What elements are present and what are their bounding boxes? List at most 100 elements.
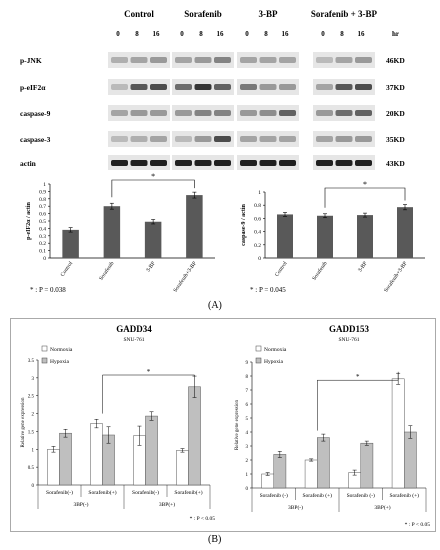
blot-band bbox=[175, 57, 192, 63]
x-tick-label: Sorafenib bbox=[98, 260, 116, 282]
panel-b-label: (B) bbox=[208, 534, 222, 545]
blot-band bbox=[175, 160, 192, 166]
panel-a-label: (A) bbox=[208, 300, 222, 311]
blot-band bbox=[259, 136, 277, 142]
blot-timepoint-label: 0 bbox=[321, 30, 325, 38]
blot-protein-label: actin bbox=[20, 159, 37, 168]
blot-band bbox=[279, 136, 296, 142]
blot-group-label: Control bbox=[124, 9, 154, 19]
bar bbox=[144, 221, 162, 258]
blot-band bbox=[130, 57, 148, 63]
blot-band bbox=[355, 136, 372, 142]
x-tick-label: Control bbox=[274, 260, 289, 278]
y-tick-label: 5 bbox=[246, 417, 249, 422]
chart-title: GADD34 bbox=[116, 324, 152, 334]
chart-subtitle: SNU-761 bbox=[123, 337, 144, 343]
blot-band bbox=[355, 57, 372, 63]
blot-band bbox=[130, 136, 148, 142]
blot-timepoint-label: 16 bbox=[217, 30, 225, 38]
y-tick-label: 3 bbox=[246, 445, 249, 450]
pvalue-b-right: * : P < 0.05 bbox=[405, 522, 431, 528]
blot-band bbox=[214, 160, 231, 166]
y-tick-label: 3 bbox=[32, 377, 35, 382]
blot-timepoint-label: 0 bbox=[116, 30, 120, 38]
blot-protein-label: p-eIF2α bbox=[20, 83, 46, 92]
y-tick-label: 0.2 bbox=[39, 241, 46, 247]
x-tick-label: Sorafenib (-) bbox=[347, 492, 375, 499]
y-tick-label: 0.6 bbox=[254, 216, 261, 222]
blot-band bbox=[240, 84, 257, 90]
bar bbox=[186, 195, 203, 258]
blot-band bbox=[175, 110, 192, 116]
blot-time-unit: hr bbox=[392, 30, 399, 38]
significance-bracket bbox=[324, 187, 406, 208]
legend-label: Hypoxia bbox=[264, 359, 284, 365]
y-tick-label: 0.3 bbox=[39, 234, 46, 240]
blot-band bbox=[316, 84, 333, 90]
blot-band bbox=[335, 136, 353, 142]
bar bbox=[317, 215, 333, 258]
bar bbox=[317, 437, 330, 489]
y-tick-label: 0.8 bbox=[39, 197, 46, 203]
blot-band bbox=[111, 57, 128, 63]
blot-band bbox=[240, 57, 257, 63]
blot-protein-label: caspase-3 bbox=[20, 135, 51, 144]
blot-band bbox=[194, 136, 212, 142]
blot-size-label: 35KD bbox=[386, 135, 405, 144]
blot-band bbox=[240, 110, 257, 116]
blot-band bbox=[316, 110, 333, 116]
x-tick-label: Sorafenib bbox=[311, 260, 329, 282]
legend-swatch bbox=[255, 345, 262, 352]
y-tick-label: 0.6 bbox=[39, 212, 46, 218]
y-tick-label: 0.9 bbox=[39, 189, 46, 195]
y-tick-label: 0 bbox=[43, 256, 46, 262]
x-tick-label: 3-BP bbox=[145, 261, 156, 274]
blot-band bbox=[150, 160, 167, 166]
blot-band bbox=[335, 110, 353, 116]
y-tick-label: 0.8 bbox=[254, 203, 261, 209]
blot-band bbox=[259, 84, 277, 90]
y-tick-label: 4 bbox=[246, 431, 249, 436]
bar bbox=[360, 442, 374, 489]
blot-timepoint-label: 8 bbox=[340, 30, 344, 38]
blot-protein-label: p-JNK bbox=[20, 56, 42, 65]
bar bbox=[357, 215, 373, 258]
y-axis-label: Relative gene expression bbox=[21, 397, 26, 447]
bar bbox=[304, 459, 318, 489]
group-label: 3BP(-) bbox=[288, 504, 303, 511]
blot-band bbox=[194, 57, 212, 63]
x-tick-label: Sorafenib(+) bbox=[174, 489, 202, 496]
bar bbox=[277, 214, 293, 258]
legend-label: Normoxia bbox=[50, 347, 73, 353]
significance-marker: * bbox=[147, 368, 151, 376]
blot-band bbox=[214, 110, 231, 116]
x-tick-label: Control bbox=[60, 260, 75, 278]
legend-swatch bbox=[255, 357, 262, 364]
blot-band bbox=[150, 136, 167, 142]
y-tick-label: 8 bbox=[246, 375, 249, 380]
x-tick-label: Sorafenib (+) bbox=[389, 492, 419, 499]
blot-timepoint-label: 8 bbox=[135, 30, 139, 38]
y-tick-label: 2 bbox=[32, 413, 35, 418]
blot-band bbox=[150, 57, 167, 63]
legend-swatch bbox=[41, 345, 48, 352]
y-tick-label: 2.5 bbox=[28, 395, 35, 400]
y-tick-label: 1 bbox=[32, 448, 35, 453]
y-tick-label: 0 bbox=[32, 484, 35, 489]
bar bbox=[397, 207, 413, 258]
bar bbox=[145, 415, 158, 486]
blot-timepoint-label: 16 bbox=[153, 30, 161, 38]
y-tick-label: 0.7 bbox=[39, 204, 46, 210]
blot-band bbox=[111, 160, 128, 166]
panel-b-box bbox=[10, 318, 436, 532]
blot-band bbox=[279, 57, 296, 63]
blot-group-label: Sorafenib + 3-BP bbox=[311, 9, 378, 19]
bar-chart-caspase9: 0 0.2 0.4 0.6 0.8 1 caspase-9 / actin Control So… bbox=[225, 170, 440, 295]
western-blot-panel: Control 0 8 16 Sorafenib 0 8 16 3-BP 0 8 16 Sorafeni… bbox=[0, 0, 440, 170]
blot-size-label: 37KD bbox=[386, 83, 405, 92]
significance-marker: * bbox=[363, 180, 367, 189]
blot-band bbox=[279, 110, 296, 116]
blot-timepoint-label: 0 bbox=[180, 30, 184, 38]
significance-bracket bbox=[111, 179, 195, 198]
x-tick-label: Sorafenib(-) bbox=[132, 489, 159, 496]
